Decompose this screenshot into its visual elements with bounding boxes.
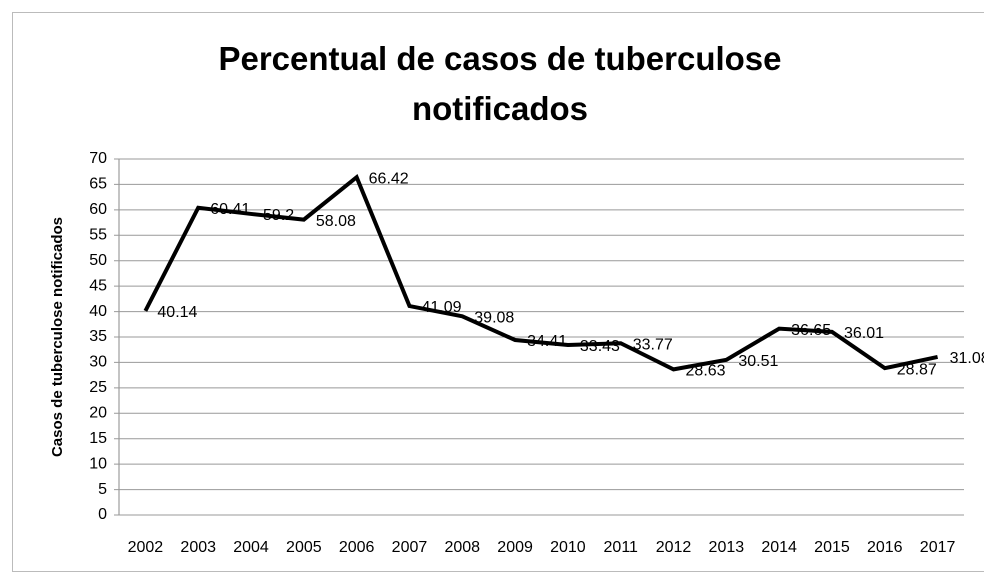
x-tick-label: 2005: [286, 539, 322, 556]
y-tick-label: 0: [98, 506, 107, 523]
data-label: 33.77: [633, 336, 673, 353]
x-tick-label: 2002: [128, 539, 164, 556]
y-tick-label: 40: [89, 303, 107, 320]
data-label: 39.08: [474, 309, 514, 326]
y-tick-label: 45: [89, 277, 107, 294]
data-label: 28.87: [897, 361, 937, 378]
y-tick-label: 10: [89, 455, 107, 472]
line: [143, 173, 939, 372]
data-label: 41.09: [421, 299, 461, 316]
x-tick-label: 2008: [444, 539, 480, 556]
x-tick-label: 2014: [761, 539, 797, 556]
data-label: 66.42: [369, 170, 409, 187]
y-tick-label: 50: [89, 252, 107, 269]
y-tick-label: 60: [89, 201, 107, 218]
data-label: 59.2: [263, 207, 294, 224]
data-label: 33.43: [580, 338, 620, 355]
y-tick-label: 65: [89, 176, 107, 193]
x-tick-label: 2017: [920, 539, 956, 556]
x-tick-label: 2010: [550, 539, 586, 556]
x-tick-label: 2009: [497, 539, 533, 556]
y-tick-label: 30: [89, 354, 107, 371]
x-tick-label: 2007: [392, 539, 428, 556]
x-tick-label: 2004: [233, 539, 269, 556]
y-tick-label: 20: [89, 405, 107, 422]
data-label: 30.51: [738, 353, 778, 370]
y-tick-label: 35: [89, 328, 107, 345]
data-label: 40.14: [157, 304, 197, 321]
data-label: 36.01: [844, 325, 884, 342]
x-tick-label: 2006: [339, 539, 375, 556]
y-tick-label: 15: [89, 430, 107, 447]
chart-title: Percentual de casos de tuberculose notif…: [218, 40, 782, 127]
data-label: 31.08: [950, 350, 984, 367]
x-tick-label: 2016: [867, 539, 903, 556]
x-tick-label: 2011: [604, 539, 639, 556]
y-tick-label: 5: [98, 481, 107, 498]
y-tick-label: 55: [89, 227, 107, 244]
x-tick-label: 2015: [814, 539, 850, 556]
data-label: 28.63: [686, 363, 726, 380]
y-tick-label: 70: [89, 150, 107, 167]
data-label: 60.41: [210, 201, 250, 218]
data-label: 58.08: [316, 213, 356, 230]
y-axis-label: Casos de tuberculose notificados: [49, 217, 66, 457]
x-tick-label: 2012: [656, 539, 692, 556]
x-tick-label: 2003: [180, 539, 216, 556]
data-label: 36.65: [791, 322, 831, 339]
y-tick-label: 25: [89, 379, 107, 396]
x-tick-label: 2013: [709, 539, 745, 556]
data-label: 34.41: [527, 333, 567, 350]
